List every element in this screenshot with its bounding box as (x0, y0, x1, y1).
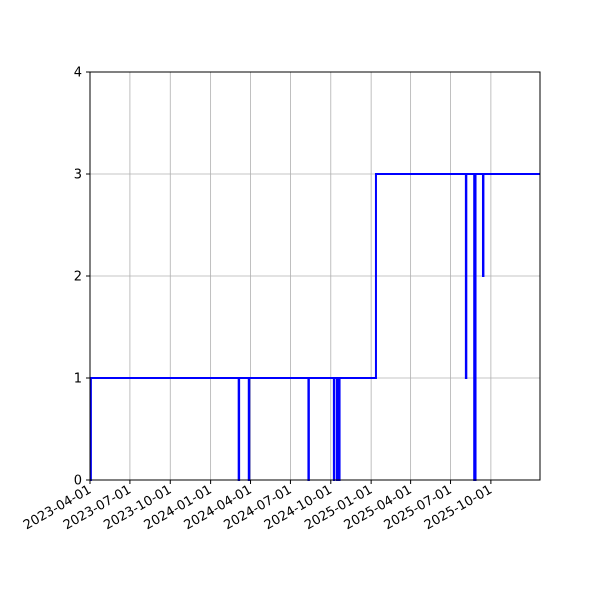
y-tick-label: 4 (74, 66, 82, 81)
y-tick-label: 3 (74, 168, 82, 183)
y-tick-label: 0 (74, 474, 82, 489)
y-axis-ticks: 0 1 2 3 4 (74, 66, 90, 489)
series-layer (89, 173, 540, 481)
grid (89, 71, 540, 481)
y-tick-label: 2 (74, 270, 82, 285)
series-line-0 (89, 173, 540, 481)
x-axis-ticks: 2023-04-012023-07-012023-10-012024-01-01… (21, 480, 495, 533)
y-tick-label: 1 (74, 372, 82, 387)
